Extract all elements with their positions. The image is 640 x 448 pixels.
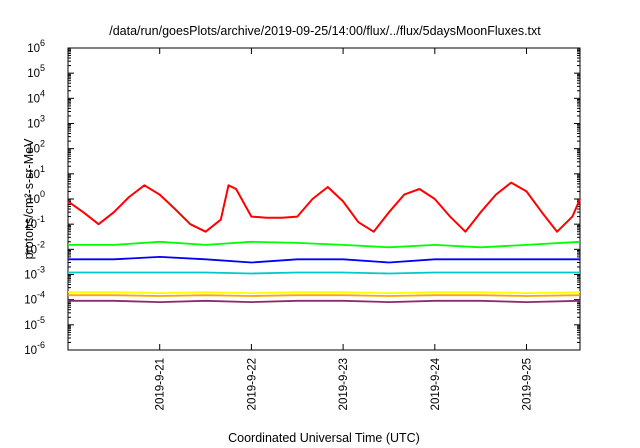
- y-tick-label: 10-3: [24, 265, 45, 282]
- y-tick-label: 101: [27, 164, 45, 181]
- y-tick-label: 106: [27, 38, 45, 55]
- x-tick-label: 2019-9-24: [430, 357, 442, 410]
- plot-area: [67, 47, 581, 351]
- x-tick-label: 2019-9-23: [338, 358, 350, 410]
- x-tick-labels: 2019-9-21 2019-9-22 2019-9-23 2019-9-24 2019…: [155, 357, 534, 410]
- y-tick-label: 105: [27, 63, 45, 80]
- y-tick-labels: 10-6 10-5 10-4 10-3 10-2 10-1 100 101 102 103 104 1…: [24, 38, 45, 357]
- y-tick-label: 102: [27, 139, 45, 156]
- chart-title: /data/run/goesPlots/archive/2019-09-25/1…: [109, 24, 541, 38]
- series-line-7: [68, 299, 581, 304]
- y-tick-label: 10-5: [24, 315, 45, 332]
- series-line-2: [68, 240, 581, 249]
- axis-ticks: [68, 47, 580, 351]
- series-line-3: [68, 255, 580, 264]
- series-line-4: [68, 271, 580, 275]
- series-line-6: [68, 294, 581, 297]
- series-line-1: [67, 181, 581, 233]
- x-axis-title: Coordinated Universal Time (UTC): [228, 431, 420, 445]
- y-tick-label: 10-1: [24, 214, 45, 231]
- y-tick-label: 10-2: [24, 239, 45, 256]
- y-tick-label: 100: [27, 189, 45, 206]
- plot-frame: [67, 47, 581, 351]
- x-tick-label: 2019-9-25: [522, 358, 534, 410]
- x-tick-label: 2019-9-22: [246, 358, 258, 410]
- y-tick-label: 104: [27, 88, 45, 105]
- y-tick-label: 103: [27, 114, 45, 131]
- y-axis-title: protons/cm²-s-sr-MeV: [22, 138, 36, 260]
- series-group: [67, 181, 581, 304]
- x-tick-label: 2019-9-21: [155, 358, 167, 410]
- y-tick-label: 10-6: [24, 340, 45, 357]
- series-line-5: [68, 291, 581, 295]
- y-tick-label: 10-4: [24, 290, 45, 307]
